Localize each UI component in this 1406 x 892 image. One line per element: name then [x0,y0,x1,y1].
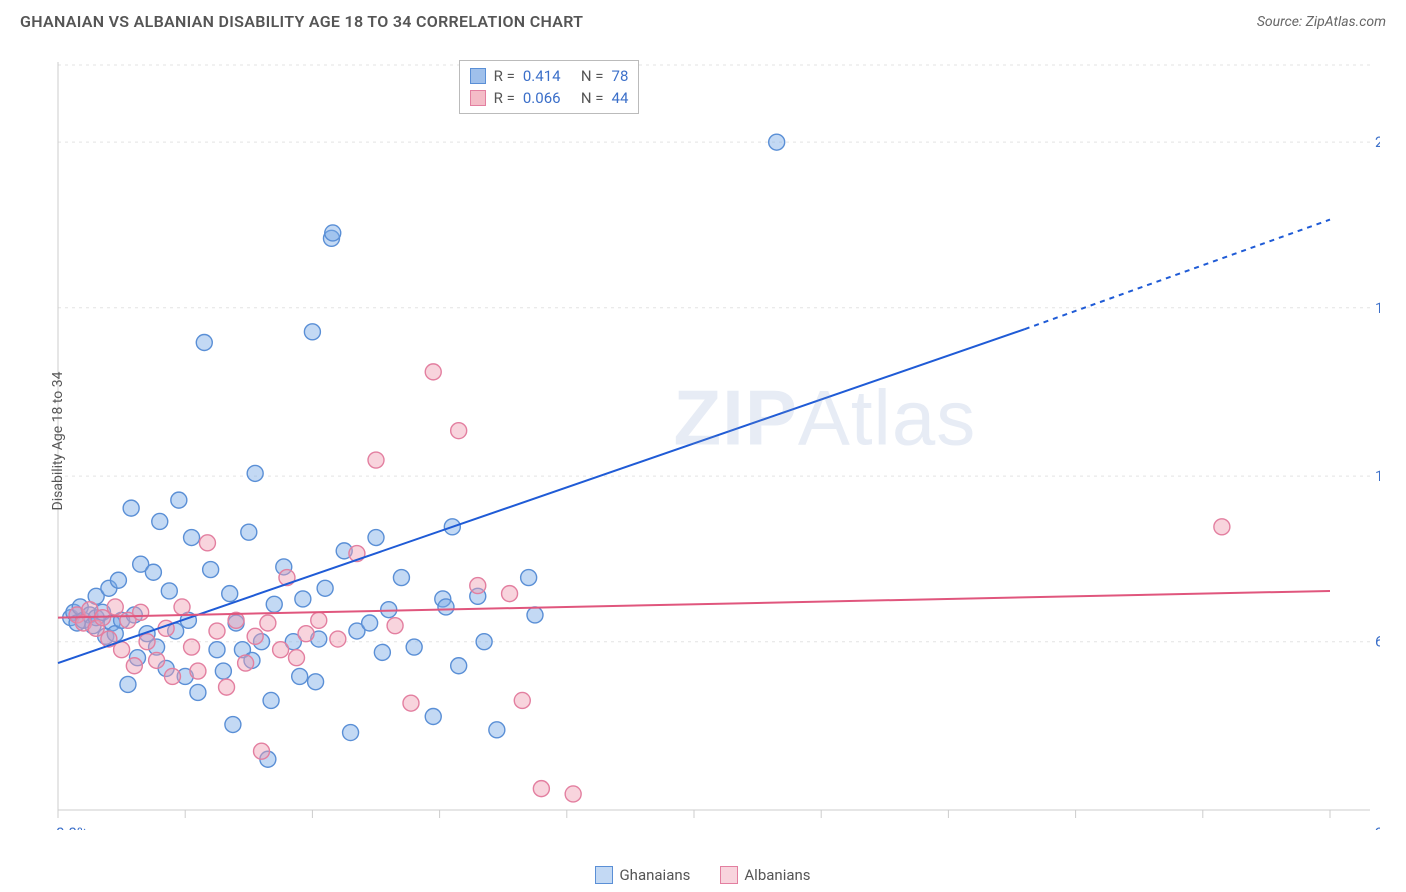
swatch-icon [720,866,738,884]
legend-row: R = 0.414 N = 78 [470,65,629,87]
correlation-legend: R = 0.414 N = 78 R = 0.066 N = 44 [459,60,640,114]
n-value: 78 [612,65,629,87]
n-label: N = [581,87,604,109]
swatch-icon [470,68,486,84]
r-label: R = [494,87,515,109]
scatter-chart: 6.3% 12.5% 18.8% 25.0% 0.0% 20.0% [50,50,1380,830]
svg-text:25.0%: 25.0% [1375,133,1380,151]
chart-container: Disability Age 18 to 34 ZIPAtlas 6.3%12.… [50,50,1386,832]
r-value: 0.414 [523,65,573,87]
legend-label: Ghanaians [619,866,690,884]
swatch-icon [470,90,486,106]
swatch-icon [595,866,613,884]
n-label: N = [581,65,604,87]
svg-text:18.8%: 18.8% [1375,299,1380,317]
svg-text:20.0%: 20.0% [1375,824,1380,830]
svg-text:0.0%: 0.0% [56,824,88,830]
legend-item-ghanaians: Ghanaians [595,866,690,884]
chart-title: GHANAIAN VS ALBANIAN DISABILITY AGE 18 T… [20,12,583,31]
chart-header: GHANAIAN VS ALBANIAN DISABILITY AGE 18 T… [0,0,1406,41]
svg-text:6.3%: 6.3% [1375,633,1380,651]
legend-row: R = 0.066 N = 44 [470,87,629,109]
r-value: 0.066 [523,87,573,109]
y-axis-label: Disability Age 18 to 34 [50,372,66,511]
legend-label: Albanians [744,866,810,884]
source-credit: Source: ZipAtlas.com [1257,14,1386,30]
series-legend: Ghanaians Albanians [0,866,1406,884]
svg-text:12.5%: 12.5% [1375,467,1380,485]
legend-item-albanians: Albanians [720,866,810,884]
r-label: R = [494,65,515,87]
n-value: 44 [612,87,629,109]
